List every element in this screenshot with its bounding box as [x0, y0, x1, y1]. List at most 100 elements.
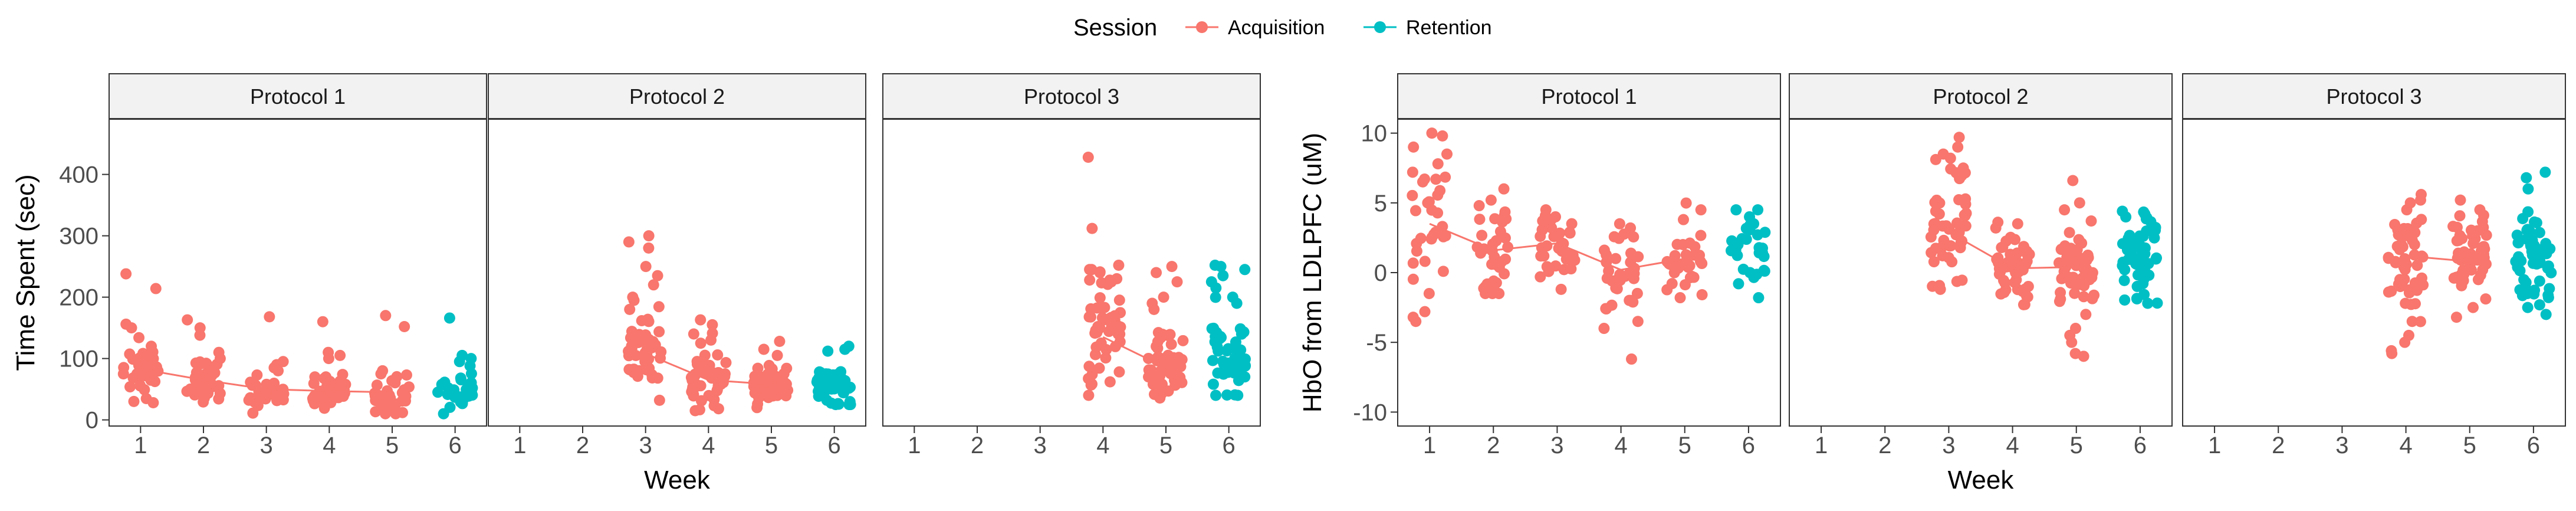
data-point: [1094, 267, 1106, 279]
data-point: [2531, 217, 2542, 229]
data-point: [627, 291, 639, 303]
data-point: [1564, 227, 1576, 239]
data-point: [465, 377, 477, 389]
data-point: [1233, 367, 1245, 379]
data-point: [2145, 216, 2157, 228]
panel-border: [2182, 119, 2566, 427]
data-point: [1082, 151, 1094, 163]
x-tick-label: 3: [1942, 433, 1955, 458]
y-tick-label: 10: [1361, 121, 1388, 147]
y-tick-label: 200: [59, 285, 98, 311]
data-point: [2009, 254, 2020, 266]
data-point: [1679, 279, 1691, 291]
data-point: [386, 375, 398, 386]
data-point: [117, 368, 129, 380]
data-point: [1239, 359, 1251, 371]
data-point: [2151, 297, 2163, 309]
points: [117, 268, 478, 420]
data-point: [1502, 241, 1514, 253]
data-point: [1419, 173, 1431, 185]
data-point: [1407, 312, 1419, 323]
data-point: [2078, 263, 2090, 275]
trend-line: [2406, 255, 2470, 263]
data-point: [1960, 198, 1972, 210]
data-point: [1210, 389, 1222, 401]
data-point: [1426, 127, 1438, 139]
panel-1-1: Protocol 1 1 2 3 4 5 6: [109, 73, 487, 458]
strip-label: Protocol 3: [1024, 84, 1119, 109]
data-point: [1666, 278, 1678, 290]
data-point: [309, 371, 321, 383]
data-point: [2405, 299, 2417, 310]
data-point: [1093, 362, 1105, 374]
data-point: [646, 372, 658, 384]
data-point: [1752, 204, 1764, 216]
data-point: [1744, 267, 1756, 279]
data-point: [830, 376, 842, 388]
trend-line: [645, 352, 772, 385]
data-point: [813, 381, 825, 392]
data-point: [1419, 255, 1431, 267]
y-tick-label: 0: [86, 408, 98, 434]
data-point: [2085, 215, 2097, 227]
data-point: [2513, 251, 2525, 263]
data-point: [653, 394, 665, 406]
data-point: [1176, 353, 1188, 365]
data-point: [2059, 204, 2071, 216]
data-point: [653, 326, 665, 338]
data-point: [2150, 224, 2161, 236]
data-point: [2131, 293, 2143, 304]
data-point: [2067, 175, 2079, 186]
data-point: [2018, 241, 2030, 253]
data-point: [444, 401, 456, 413]
data-point: [2521, 224, 2533, 236]
x-tick-label: 2: [1878, 433, 1891, 458]
data-point: [1210, 332, 1222, 343]
data-point: [399, 321, 410, 333]
y-axis-title: HbO from LDLPFC (uM): [1298, 133, 1327, 412]
data-point: [147, 353, 159, 365]
data-point: [2522, 183, 2534, 195]
points: [1925, 132, 2163, 362]
data-point: [1476, 230, 1488, 241]
data-point: [1210, 282, 1222, 294]
data-point: [2540, 309, 2552, 320]
data-point: [443, 312, 455, 324]
data-point: [2080, 309, 2092, 320]
data-point: [1499, 209, 1510, 221]
data-point: [1695, 204, 1707, 216]
x-tick-label: 3: [639, 433, 652, 458]
data-point: [623, 345, 635, 357]
data-point: [1236, 328, 1247, 340]
data-point: [751, 402, 763, 414]
data-point: [1221, 389, 1233, 401]
data-point: [397, 407, 409, 418]
strip-label: Protocol 2: [629, 84, 725, 109]
data-point: [2416, 272, 2427, 284]
data-point: [1696, 289, 1708, 300]
data-point: [380, 402, 392, 414]
data-point: [1565, 263, 1577, 275]
data-point: [2542, 291, 2554, 303]
data-point: [2406, 234, 2418, 246]
x-tick-label: 2: [197, 433, 210, 458]
data-point: [1688, 271, 1700, 283]
data-point: [150, 283, 162, 294]
data-point: [752, 362, 764, 374]
x-tick-label: 1: [1423, 433, 1436, 458]
y-tick-label: -10: [1353, 399, 1387, 425]
data-point: [320, 371, 332, 383]
data-point: [639, 352, 650, 363]
data-point: [1407, 166, 1418, 178]
data-point: [1627, 250, 1638, 262]
data-point: [1560, 253, 1572, 265]
data-point: [2064, 227, 2075, 238]
data-point: [375, 368, 387, 380]
data-point: [2078, 291, 2089, 303]
data-point: [1165, 338, 1177, 350]
x-tick-label: 3: [1550, 433, 1563, 458]
data-point: [337, 369, 349, 381]
data-point: [1680, 197, 1692, 209]
data-point: [1426, 232, 1438, 244]
data-point: [632, 371, 643, 382]
